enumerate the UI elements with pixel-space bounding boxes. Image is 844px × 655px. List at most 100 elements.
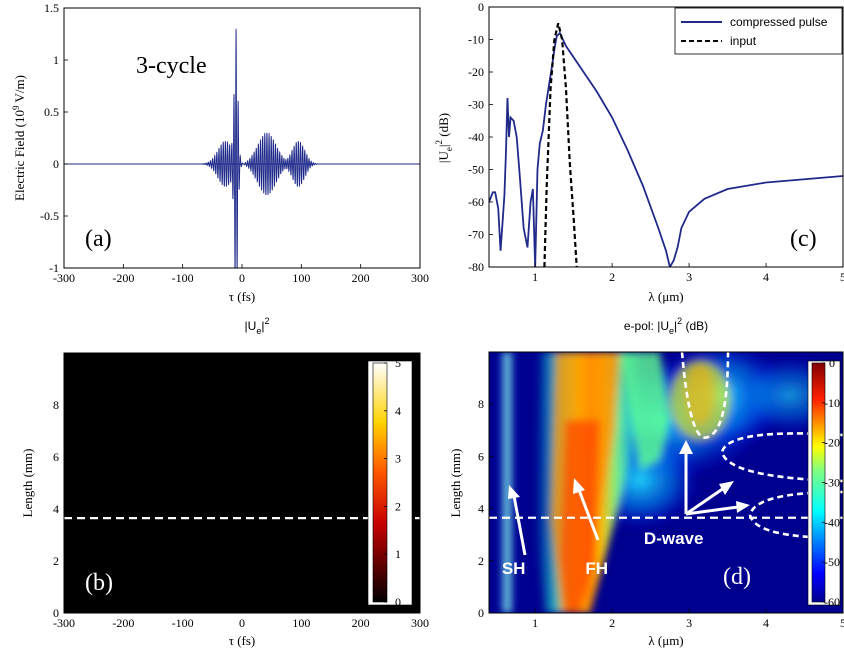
panel-c-x-tick: 1 <box>532 270 538 284</box>
legend-compressed-label: compressed pulse <box>730 15 828 29</box>
panel-d-y-tick: 8 <box>478 397 484 411</box>
panel-d-y-ticks: 0 2 4 6 8 <box>478 397 493 620</box>
panel-d-x-tick: 2 <box>609 616 615 630</box>
panel-c-y-ticks: 0 -10 -20 -30 -40 -50 -60 -70 -80 <box>468 0 493 274</box>
input-line <box>543 22 578 267</box>
panel-c-y-tick: -30 <box>468 98 484 112</box>
panel-a-x-tick: -200 <box>112 271 134 285</box>
panel-b-background <box>64 353 420 613</box>
panel-a-x-tick: 300 <box>411 271 429 285</box>
panel-d-colorbar-ticks: 0 -10 -20 -30 -40 -50 -60 <box>822 356 840 609</box>
panel-b-label: (b) <box>85 570 113 596</box>
panel-a: -300 -200 -100 0 100 200 300 -1 -0.5 0 0.5 1 1.5 τ … <box>11 1 429 304</box>
panel-a-x-tick: 0 <box>239 271 245 285</box>
panel-a-x-label: τ (fs) <box>229 289 256 304</box>
panel-b-colorbar-ticks: 0 1 2 3 4 5 <box>384 356 401 609</box>
panel-b-y-tick: 4 <box>53 502 59 516</box>
panel-d-x-tick: 1 <box>532 616 538 630</box>
panel-b-y-tick: 6 <box>53 450 59 464</box>
panel-a-plot-area <box>64 28 420 268</box>
panel-b-x-tick: -200 <box>112 616 134 630</box>
panel-b: |Ue|2 0 1 2 3 4 5 -300 -200 -100 0 100 200 300 0 2 4 6… <box>20 316 429 648</box>
panel-c-x-tick: 3 <box>686 270 692 284</box>
panel-c-x-ticks: 1 2 3 4 5 <box>532 263 844 284</box>
panel-c-y-tick: -20 <box>468 65 484 79</box>
annotation-sh: SH <box>502 559 526 578</box>
panel-b-x-tick: 0 <box>239 616 245 630</box>
panel-c-y-label: |Ue|2 (dB) <box>434 113 454 163</box>
panel-d-y-label: Length (mm) <box>448 449 463 518</box>
panel-c-x-tick: 2 <box>609 270 615 284</box>
panel-b-colorbar-tick: 0 <box>395 595 401 609</box>
panel-b-y-tick: 0 <box>53 606 59 620</box>
panel-c: compressed pulse input 1 2 3 4 5 0 -10 -20 -30 -… <box>434 0 844 304</box>
panel-d-colorbar-tick: -60 <box>824 595 840 609</box>
panel-d-x-tick: 4 <box>763 616 769 630</box>
panel-b-colorbar-tick: 4 <box>395 404 401 418</box>
panel-c-y-tick: -10 <box>468 33 484 47</box>
panel-d-colorbar-tick: -50 <box>824 555 840 569</box>
panel-b-x-tick: -100 <box>172 616 194 630</box>
panel-b-colorbar-tick: 2 <box>395 499 401 513</box>
panel-a-x-tick: -100 <box>172 271 194 285</box>
panel-b-x-ticks: -300 -200 -100 0 100 200 300 <box>53 609 429 630</box>
panel-c-y-tick: 0 <box>478 0 484 14</box>
panel-d-colorbar-tick: -40 <box>824 515 840 529</box>
panel-b-x-tick: 300 <box>411 616 429 630</box>
panel-b-title: |Ue|2 <box>245 316 270 336</box>
panel-b-x-label: τ (fs) <box>229 633 256 648</box>
panel-d-y-tick: 4 <box>478 502 484 516</box>
panel-a-y-tick: 1.5 <box>44 1 59 15</box>
panel-b-colorbar-tick: 1 <box>395 547 401 561</box>
panel-d-colorbar-tick: -20 <box>824 436 840 450</box>
panel-c-y-tick: -50 <box>468 163 484 177</box>
panel-a-x-tick: 200 <box>352 271 370 285</box>
panel-d-x-ticks: 1 2 3 4 5 <box>532 609 844 630</box>
panel-c-x-tick: 4 <box>763 270 769 284</box>
panel-d-plot-area <box>489 352 843 613</box>
panel-b-y-label: Length (mm) <box>20 449 35 518</box>
panel-d-y-tick: 6 <box>478 449 484 463</box>
panel-b-y-tick: 2 <box>53 554 59 568</box>
panel-a-y-label: Electric Field (109 V/m) <box>11 75 27 201</box>
panel-c-y-tick: -70 <box>468 228 484 242</box>
panel-a-annotation: 3-cycle <box>136 53 207 79</box>
panel-c-label: (c) <box>790 226 817 252</box>
panel-d-label: (d) <box>723 564 751 590</box>
panel-d-colorbar-tick: -10 <box>824 396 840 410</box>
panel-d-colorbar-tick: -30 <box>824 476 840 490</box>
panel-b-colorbar-tick: 5 <box>395 356 401 370</box>
panel-c-y-tick: -80 <box>468 260 484 274</box>
panel-a-label: (a) <box>85 226 112 252</box>
panel-c-x-label: λ (μm) <box>648 289 683 304</box>
legend-input-label: input <box>730 34 757 48</box>
panel-d-y-tick: 0 <box>478 606 484 620</box>
d-wave-contour-lower <box>748 490 843 540</box>
panel-a-y-tick: -0.5 <box>40 209 59 223</box>
panel-c-y-tick: -40 <box>468 130 484 144</box>
d-wave-contour-upper <box>680 352 730 439</box>
panel-a-x-ticks: -300 -200 -100 0 100 200 300 <box>53 264 429 285</box>
panel-d: e-pol: |Ue|2 (dB) <box>448 316 844 648</box>
panel-a-x-tick: -300 <box>53 271 75 285</box>
panel-b-colorbar <box>372 362 388 603</box>
panel-a-y-ticks: -1 -0.5 0 0.5 1 1.5 <box>40 1 68 275</box>
panel-b-plot-area <box>64 353 420 613</box>
panel-b-colorbar-tick: 3 <box>395 452 401 466</box>
panel-b-x-tick: 100 <box>292 616 310 630</box>
panel-c-y-tick: -60 <box>468 195 484 209</box>
panel-a-y-tick: 0.5 <box>44 105 59 119</box>
panel-d-heatmap <box>502 352 843 613</box>
d-wave-contour-middle <box>720 432 843 483</box>
panel-d-annotations: SH FH D-wave <box>502 529 704 578</box>
panel-a-axes-box <box>63 7 421 269</box>
panel-b-y-ticks: 0 2 4 6 8 <box>53 398 68 620</box>
compressed-pulse-line <box>489 31 843 267</box>
panel-c-legend: compressed pulse input <box>674 7 843 55</box>
panel-a-field-line <box>64 28 420 268</box>
annotation-fh: FH <box>585 559 608 578</box>
panel-d-arrows <box>508 440 750 556</box>
panel-a-y-tick: 1 <box>53 53 59 67</box>
panel-d-y-tick: 2 <box>478 554 484 568</box>
